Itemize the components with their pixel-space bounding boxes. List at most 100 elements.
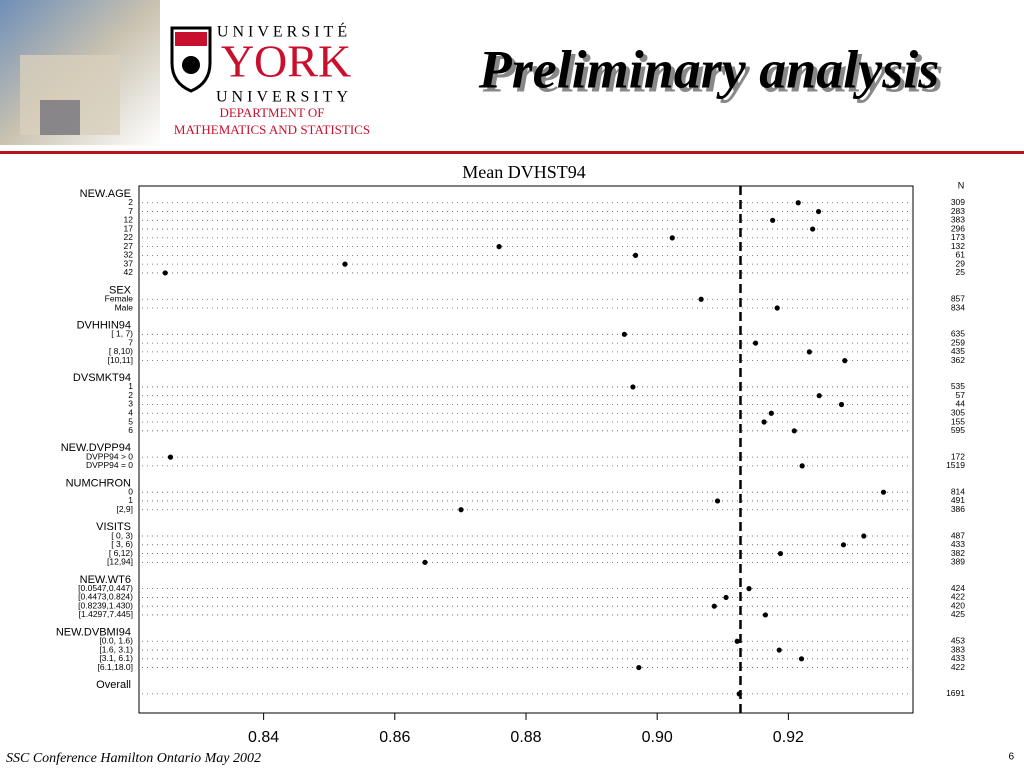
n-value: 172: [951, 451, 965, 461]
dot: [842, 358, 848, 364]
dot: [774, 305, 780, 311]
n-value: 814: [951, 486, 965, 496]
dot: [711, 603, 717, 609]
row-label: 22: [124, 232, 134, 242]
department: DEPARTMENT OF: [219, 105, 324, 120]
x-tick-label: 0.86: [379, 729, 410, 746]
row-label: [1.6, 3.1): [99, 644, 133, 654]
row-label: 2: [128, 390, 133, 400]
dot: [799, 463, 805, 469]
row-label: [ 8,10): [109, 346, 133, 356]
title-shadow: Preliminary analysis: [482, 43, 944, 103]
dot: [162, 270, 168, 276]
x-tick-label: 0.92: [773, 729, 804, 746]
row-label: DVPP94 = 0: [86, 460, 133, 470]
group-label: NEW.DVPP94: [61, 442, 131, 454]
university-top: UNIVERSITÉ: [217, 22, 351, 41]
dot: [861, 533, 867, 539]
dot: [768, 410, 774, 416]
x-tick-label: 0.88: [510, 729, 541, 746]
n-value: 57: [956, 390, 966, 400]
n-value: 1691: [946, 688, 965, 698]
row-label: 12: [124, 215, 134, 225]
group-label: Overall: [96, 679, 131, 691]
n-value: 309: [951, 197, 965, 207]
group-label: DVHHIN94: [77, 319, 131, 331]
row-label: [ 3, 6): [111, 539, 133, 549]
row-label: 1: [128, 381, 133, 391]
x-tick-label: 0.84: [248, 729, 279, 746]
crest: [175, 32, 207, 46]
row-label: [ 1, 7): [111, 329, 133, 339]
row-label: Female: [105, 293, 134, 303]
x-tick-label: 0.90: [642, 729, 673, 746]
dot: [734, 638, 740, 644]
n-value: 25: [956, 267, 966, 277]
divider: [0, 151, 1024, 154]
dot: [746, 586, 752, 592]
dot: [777, 550, 784, 557]
footer: SSC Conference Hamilton Ontario May 2002: [6, 751, 261, 766]
n-value: 535: [951, 381, 965, 391]
n-value: 132: [951, 241, 965, 251]
n-value: 857: [951, 293, 965, 303]
n-value: 422: [951, 592, 965, 602]
n-value: 362: [951, 355, 965, 365]
dot: [636, 664, 642, 671]
dot: [815, 208, 822, 215]
row-label: [0.0547,0.447): [78, 583, 133, 593]
row-label: [ 0, 3): [111, 530, 133, 540]
plot-frame: [138, 185, 914, 714]
n-value: 424: [951, 583, 965, 593]
row-label: 7: [128, 206, 133, 216]
n-value: 491: [951, 495, 965, 505]
n-value: 389: [951, 557, 965, 567]
chart-title: Mean DVHST94: [462, 162, 586, 182]
row-label: [0.0, 1.6): [99, 636, 133, 646]
dot: [723, 594, 729, 601]
n-value: 420: [951, 600, 965, 610]
group-label: NUMCHRON: [66, 477, 131, 489]
dot: [816, 393, 822, 399]
row-label: [10,11]: [108, 355, 133, 365]
group-label: VISITS: [96, 521, 131, 533]
n-value: 433: [951, 653, 965, 663]
dot: [798, 656, 805, 662]
group-label: NEW.AGE: [80, 188, 131, 200]
n-header: N: [958, 180, 965, 190]
n-value: 595: [951, 425, 965, 435]
n-value: 383: [951, 644, 965, 654]
dot: [496, 244, 502, 250]
row-label: DVPP94 > 0: [86, 451, 133, 461]
n-value: 305: [951, 408, 965, 418]
group-label: DVSMKT94: [73, 372, 131, 384]
row-label: [2,9]: [116, 504, 133, 514]
n-value: 259: [951, 337, 965, 347]
dot: [761, 419, 767, 425]
n-value: 383: [951, 215, 965, 225]
row-label: 1: [128, 495, 133, 505]
n-value: 155: [951, 416, 965, 426]
row-label: 27: [124, 241, 134, 251]
dot: [776, 647, 782, 653]
dot: [698, 296, 704, 302]
dot: [714, 498, 721, 504]
crest: [182, 56, 200, 74]
department: MATHEMATICS AND STATISTICS: [174, 122, 370, 137]
n-value: 435: [951, 346, 965, 356]
n-value: 61: [956, 250, 966, 260]
n-value: 44: [956, 399, 966, 409]
row-label: 17: [124, 223, 134, 233]
group-label: SEX: [109, 284, 132, 296]
n-value: 29: [956, 258, 966, 268]
group-label: NEW.DVBMI94: [56, 626, 131, 638]
university-bottom: UNIVERSITY: [216, 89, 352, 106]
dot: [621, 331, 627, 337]
slide-title: Preliminary analysis: [478, 39, 940, 99]
dot: [770, 217, 776, 223]
n-value: 425: [951, 609, 965, 619]
row-label: 5: [128, 416, 133, 426]
row-label: 3: [128, 399, 133, 409]
